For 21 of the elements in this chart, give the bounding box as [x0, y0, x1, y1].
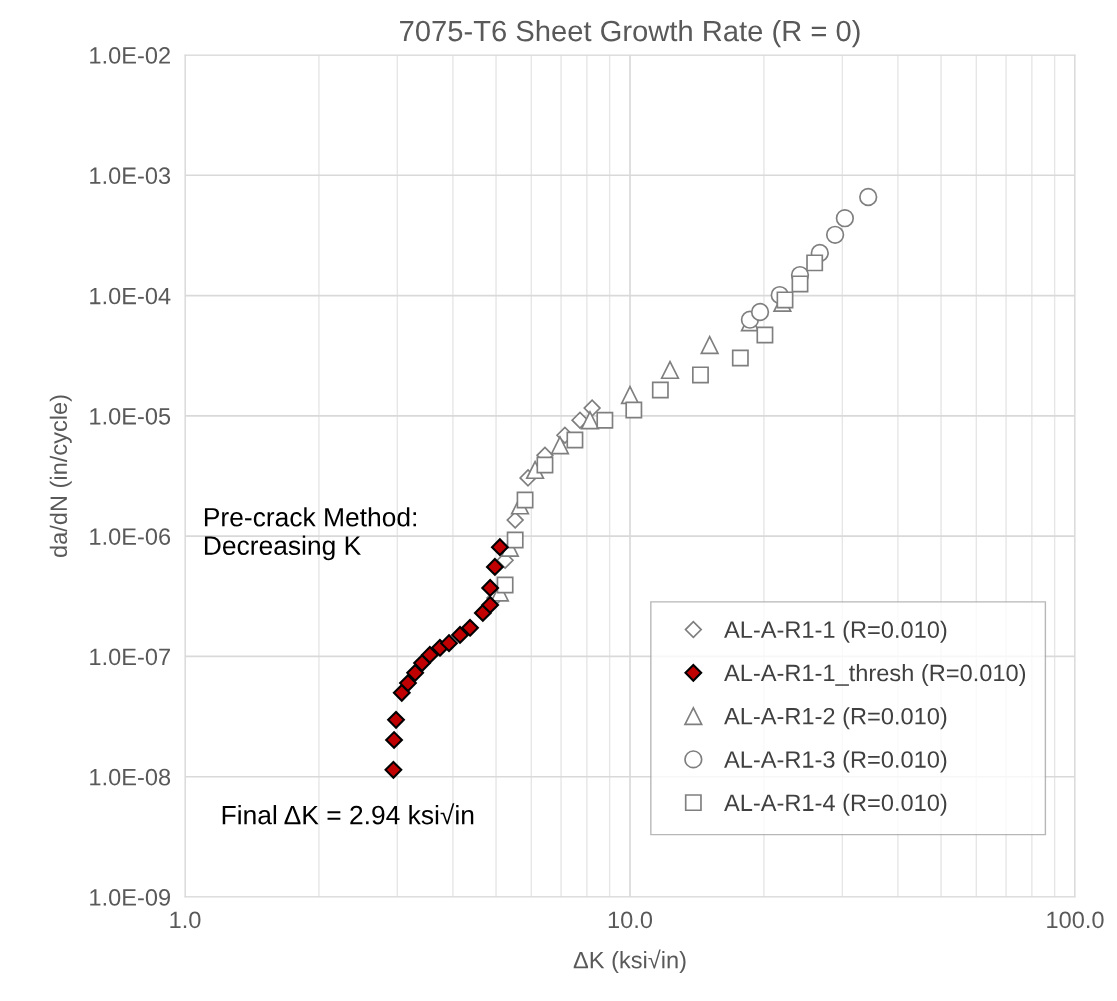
y-tick-label: 1.0E-05 — [90, 407, 171, 425]
legend-label: AL-A-R1-1_thresh (R=0.010) — [724, 664, 1026, 686]
x-tick-label: 1.0 — [170, 911, 201, 929]
annotation: Pre-crack Method: Decreasing K — [204, 507, 416, 561]
x-tick-label: 10.0 — [608, 911, 653, 929]
x-axis-title: ΔK (ksi√in) — [573, 949, 686, 974]
y-tick-label: 1.0E-07 — [90, 648, 170, 666]
y-tick-label: 1.0E-03 — [90, 167, 171, 185]
y-tick-label: 1.0E-02 — [90, 47, 170, 64]
y-tick-label: 1.0E-08 — [90, 768, 171, 786]
y-tick-label: 1.0E-06 — [90, 528, 171, 545]
y-tick-label: 1.0E-04 — [90, 287, 171, 305]
x-tick-label: 100.0 — [1047, 911, 1104, 929]
legend-label: AL-A-R1-2 (R=0.010) — [724, 707, 947, 730]
legend-label: AL-A-R1-3 (R=0.010) — [724, 750, 947, 773]
annotation: Final ΔK = 2.94 ksi√in — [222, 803, 474, 825]
legend-label: AL-A-R1-1 (R=0.010) — [724, 620, 947, 643]
y-axis-title: da/dN (in/cycle) — [49, 395, 72, 558]
chart-title: 7075-T6 Sheet Growth Rate (R = 0) — [400, 19, 860, 48]
legend-label: AL-A-R1-4 (R=0.010) — [724, 793, 947, 816]
y-tick-label: 1.0E-09 — [90, 889, 170, 906]
